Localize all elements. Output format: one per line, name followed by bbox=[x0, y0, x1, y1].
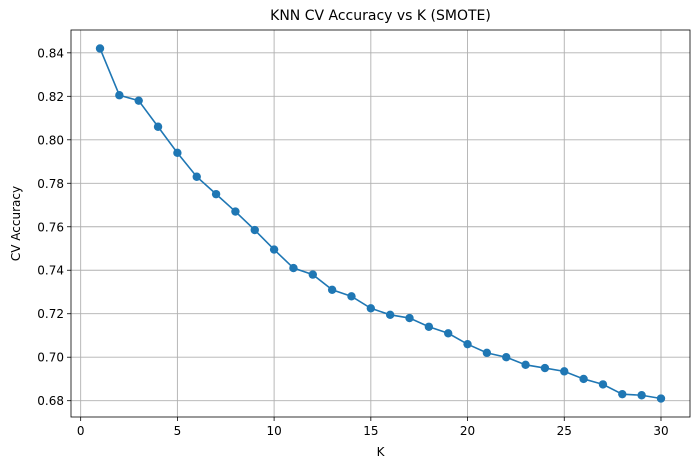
y-axis-label: CV Accuracy bbox=[9, 186, 23, 261]
series-line bbox=[99, 48, 662, 400]
data-point bbox=[308, 270, 317, 279]
data-point bbox=[502, 353, 511, 362]
data-point bbox=[366, 304, 376, 313]
y-tick-label: 0.82 bbox=[37, 90, 64, 104]
x-tick-label: 30 bbox=[653, 424, 668, 438]
data-point bbox=[289, 263, 298, 273]
data-point bbox=[424, 322, 434, 331]
x-tick-label: 5 bbox=[174, 424, 182, 438]
data-point bbox=[598, 380, 608, 389]
data-point bbox=[211, 189, 221, 199]
data-point bbox=[618, 389, 627, 399]
series-layer bbox=[95, 44, 666, 403]
grid bbox=[71, 30, 690, 417]
data-point bbox=[327, 285, 337, 295]
y-tick-label: 0.68 bbox=[37, 394, 64, 408]
x-tick-label: 25 bbox=[557, 424, 572, 438]
data-point bbox=[463, 339, 472, 349]
x-axis-label: K bbox=[377, 445, 386, 459]
plot-frame bbox=[70, 29, 691, 418]
data-point bbox=[269, 245, 279, 254]
x-tick-label: 0 bbox=[77, 424, 85, 438]
y-tick-label: 0.74 bbox=[37, 264, 64, 278]
data-point bbox=[192, 172, 201, 181]
x-tick-label: 15 bbox=[363, 424, 378, 438]
data-point bbox=[347, 292, 356, 301]
data-point bbox=[250, 225, 259, 235]
data-point bbox=[231, 207, 240, 216]
ticks: 0 5 10 15 20 25 30 0.68 0.70 0.72 0.74 0.76 0.78 0.80… bbox=[37, 46, 668, 438]
y-tick-label: 0.76 bbox=[37, 220, 64, 234]
y-tick-label: 0.72 bbox=[37, 307, 64, 321]
data-point bbox=[95, 44, 105, 53]
data-point bbox=[540, 363, 550, 373]
y-tick-label: 0.84 bbox=[37, 46, 64, 60]
data-point bbox=[656, 394, 666, 403]
data-point bbox=[444, 329, 453, 338]
data-point bbox=[115, 91, 124, 100]
data-point bbox=[521, 360, 530, 370]
data-point bbox=[579, 374, 588, 384]
data-point bbox=[385, 310, 395, 320]
data-point bbox=[173, 148, 182, 158]
data-point bbox=[134, 96, 143, 105]
data-point bbox=[482, 348, 492, 358]
data-point bbox=[405, 313, 414, 323]
data-point bbox=[560, 367, 569, 376]
chart-title: KNN CV Accuracy vs K (SMOTE) bbox=[270, 8, 491, 24]
y-tick-label: 0.80 bbox=[37, 133, 64, 147]
data-point bbox=[637, 391, 646, 400]
y-tick-label: 0.70 bbox=[37, 351, 64, 365]
data-point bbox=[153, 122, 163, 131]
x-tick-label: 10 bbox=[266, 424, 281, 438]
y-tick-label: 0.78 bbox=[37, 177, 64, 191]
x-tick-label: 20 bbox=[460, 424, 475, 438]
